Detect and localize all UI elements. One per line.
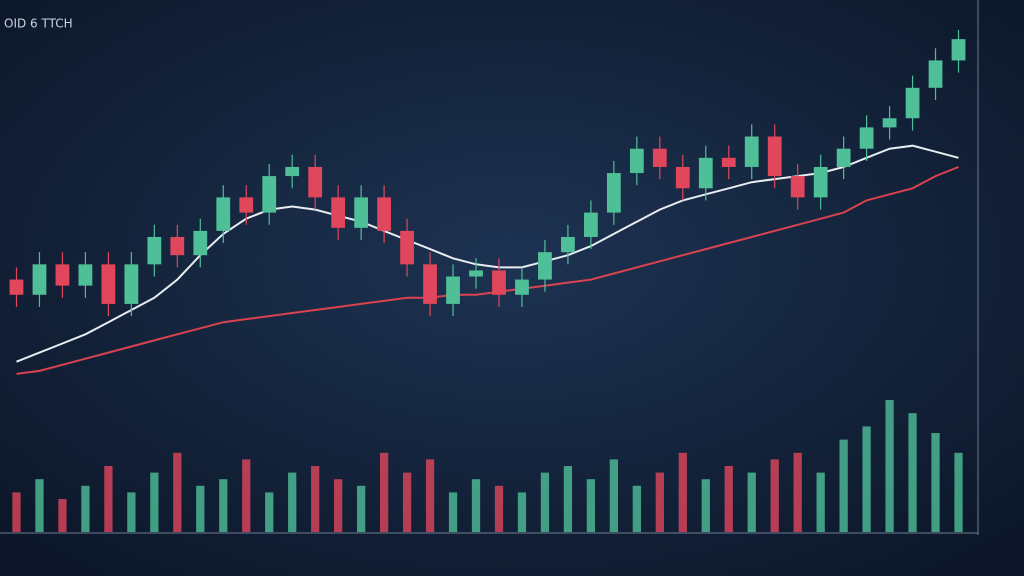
candle-body [239,197,254,213]
candle-body [928,60,943,88]
candle-body [469,270,483,277]
candle-body [446,276,460,304]
candle-body [308,166,323,198]
candle-body [721,157,736,167]
volume-bar [127,492,136,532]
candle-body [836,148,851,167]
candle-body [584,212,598,237]
volume-bar [265,492,274,532]
volume-bar [219,479,228,532]
volume-bar [747,472,756,532]
candle-body [262,176,277,213]
candle-body [32,264,47,295]
moving-average-line [16,144,959,363]
candle-body [101,264,116,304]
candle-body [377,197,391,231]
volume-bar [678,452,687,532]
candle-body [193,230,208,256]
volume-bar [81,485,90,532]
candle-body [354,197,369,228]
volume-bar [150,472,159,532]
volume-bar [12,492,21,532]
volume-bar [58,499,67,532]
candle-body [882,118,897,128]
volume-bar [655,472,664,532]
candle-body [951,39,966,61]
volume-bar [425,459,435,532]
volume-bar [196,485,205,532]
volume-bar [793,452,802,532]
volume-bar [908,413,917,532]
volume-bar [724,466,733,532]
candle-body [629,148,644,174]
moving-average-line [16,166,959,375]
volume-bar [931,433,940,532]
candle-body [78,264,93,286]
volume-bar [448,492,458,532]
volume-bar [517,492,527,532]
candle-body [170,236,185,256]
candle-body [561,236,575,253]
volume-bar [862,426,871,532]
candle-body [790,176,805,198]
candle-body [606,173,621,213]
volume-bar [885,400,894,532]
volume-bar [242,459,251,532]
candle-body [9,279,24,295]
volume-bar [35,479,44,532]
candle-body [698,157,713,189]
volume-bar [104,466,113,532]
candle-body [675,166,690,189]
volume-bar [311,466,320,532]
candle-body [859,127,874,149]
volume-bar [379,452,389,532]
volume-bar [563,466,573,532]
volume-bar [701,479,710,532]
candle-body [515,279,529,295]
volume-bar [494,485,504,532]
candle-body [652,148,667,167]
volume-bar [816,472,825,532]
candle-body [331,197,346,228]
candle-body [744,136,759,167]
volume-bar [770,459,779,532]
volume-bar [586,479,596,532]
candle-body [538,252,552,280]
volume-bar [173,452,182,532]
candle-body [492,270,506,295]
volume-bar [609,459,619,532]
volume-bar [471,479,481,532]
candle-body [423,264,437,304]
candle-body [216,197,231,231]
candle-body [124,264,139,304]
candle-body [400,230,414,265]
candle-body [905,87,920,119]
volume-bar [288,472,297,532]
candle-body [55,264,70,286]
volume-bar [839,439,848,532]
candle-body [285,166,300,177]
volume-bar [954,452,963,532]
candle-body [767,136,782,177]
candle-body [147,236,162,265]
chart-title: OID 6 TTCH [4,17,73,31]
volume-bar [356,485,366,532]
volume-bar [632,485,641,532]
volume-bar [402,472,412,532]
volume-bar [334,479,343,532]
volume-bar [540,472,550,532]
candle-body [813,166,828,198]
